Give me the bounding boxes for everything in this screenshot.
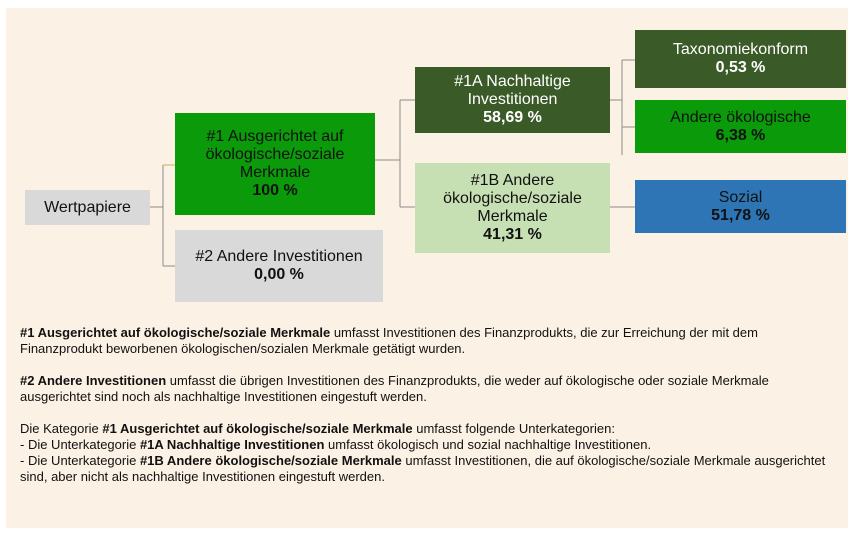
- node-value: 58,69 %: [483, 109, 542, 126]
- node-label: #1 Ausgerichtet auf ökologische/soziale …: [205, 128, 345, 181]
- text: - Die Unterkategorie: [20, 437, 137, 452]
- node-label: Wertpapiere: [44, 198, 131, 216]
- node: #2 Andere Investitionen 0,00 %: [175, 230, 383, 302]
- explanation: #1 Ausgerichtet auf ökologische/soziale …: [20, 325, 838, 485]
- node: Sozial 51,78 %: [635, 180, 846, 233]
- node-label: #2 Andere Investitionen: [195, 248, 363, 265]
- definition: umfasst Investitionen, die auf ökologisc…: [20, 453, 826, 484]
- definition: umfasst ökologisch und sozial nachhaltig…: [328, 437, 652, 452]
- node: #1B Andere ökologische/soziale Merkmale …: [415, 163, 610, 253]
- connectors: [150, 59, 635, 267]
- paragraph: #1 Ausgerichtet auf ökologische/soziale …: [20, 325, 838, 357]
- node-value: 0,00 %: [254, 266, 304, 283]
- node-value: 100 %: [252, 182, 298, 199]
- node-value: 6,38 %: [715, 126, 766, 144]
- node: #1 Ausgerichtet auf ökologische/soziale …: [175, 113, 375, 215]
- node-label: #1B Andere ökologische/soziale Merkmale: [443, 172, 582, 225]
- node-value: 51,78 %: [711, 206, 770, 224]
- node: Wertpapiere: [25, 190, 150, 225]
- node-label: Sozial: [718, 188, 763, 206]
- paragraph: Die Kategorie #1 Ausgerichtet auf ökolog…: [20, 421, 838, 485]
- term: #1 Ausgerichtet auf ökologische/soziale …: [102, 421, 413, 436]
- text: Die Kategorie: [20, 421, 99, 436]
- node-value: 41,31 %: [483, 226, 542, 243]
- node: #1A Nachhaltige Investitionen 58,69 %: [415, 67, 610, 133]
- node: Andere ökologische 6,38 %: [635, 100, 846, 153]
- term: #1B Andere ökologische/soziale Merkmale: [139, 453, 402, 468]
- definition: umfasst Investitionen des Finanzprodukts…: [20, 325, 758, 356]
- node-label: Taxonomiekonform: [672, 41, 809, 58]
- paragraph: #2 Andere Investitionen umfasst die übri…: [20, 373, 838, 405]
- definition: umfasst die übrigen Investitionen des Fi…: [20, 373, 769, 404]
- node-value: 0,53 %: [715, 59, 766, 76]
- node-label: #1A Nachhaltige Investitionen: [454, 73, 571, 108]
- term: #1 Ausgerichtet auf ökologische/soziale …: [20, 325, 331, 340]
- node-label: Andere ökologische: [670, 108, 811, 126]
- text: umfasst folgende Unterkategorien:: [416, 421, 615, 436]
- node: Taxonomiekonform 0,53 %: [635, 30, 846, 88]
- term: #2 Andere Investitionen: [20, 373, 167, 388]
- term: #1A Nachhaltige Investitionen: [139, 437, 325, 452]
- text: - Die Unterkategorie: [20, 453, 137, 468]
